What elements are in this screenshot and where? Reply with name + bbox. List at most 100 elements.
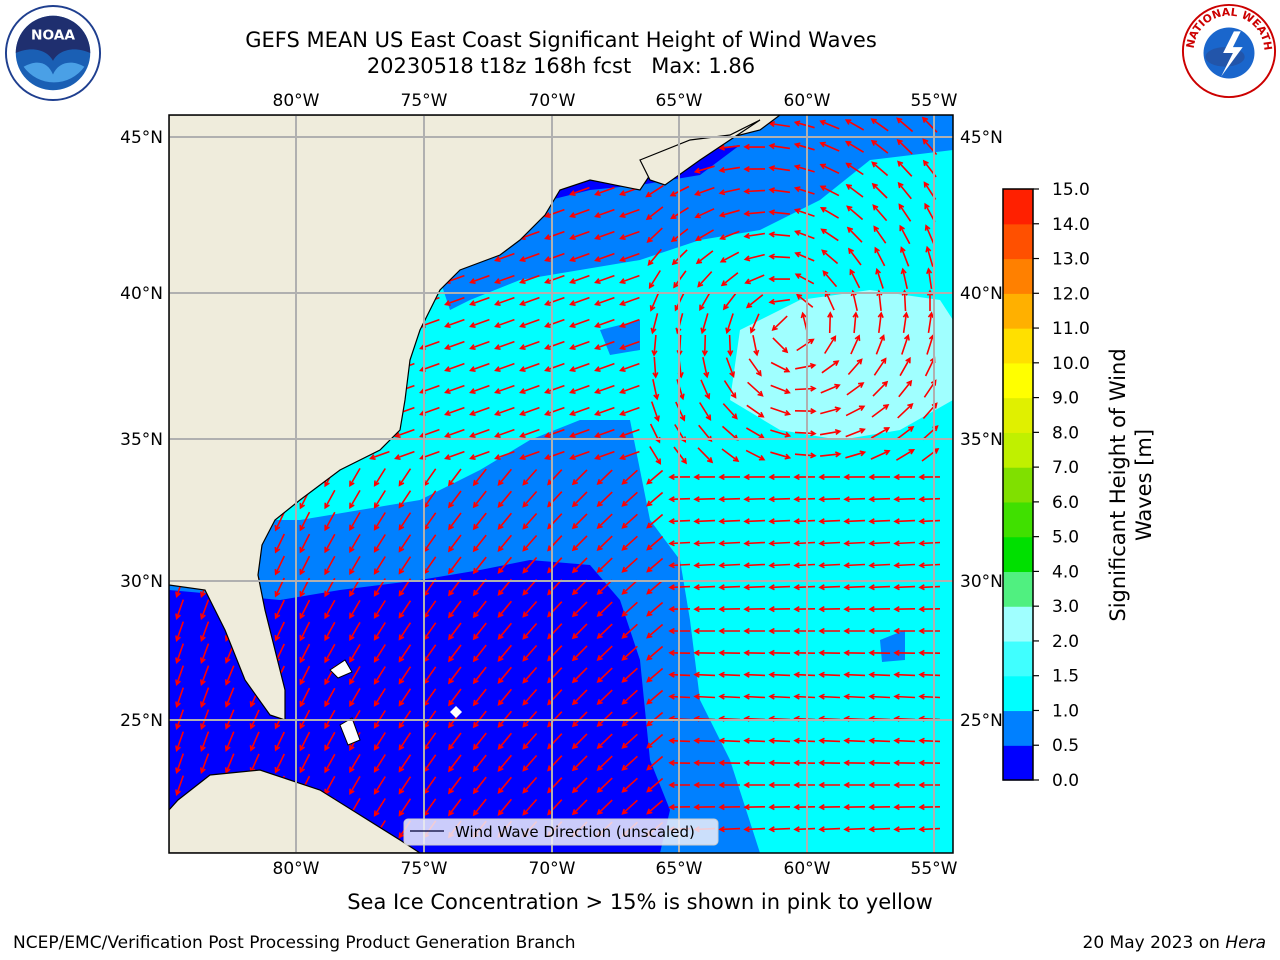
wave-direction-arrow — [349, 533, 361, 554]
wave-direction-arrow — [827, 311, 834, 334]
wave-direction-arrow — [818, 496, 841, 503]
wave-direction-arrow — [571, 513, 588, 530]
wave-direction-arrow — [274, 599, 286, 620]
wave-direction-arrow — [621, 469, 638, 485]
wave-direction-arrow — [918, 606, 941, 613]
wave-direction-arrow — [497, 798, 513, 817]
wave-direction-arrow — [519, 296, 540, 306]
wave-direction-arrow — [621, 535, 638, 551]
wave-direction-arrow — [695, 250, 714, 265]
wave-direction-arrow — [594, 274, 615, 284]
wave-direction-arrow — [469, 340, 490, 350]
wave-direction-arrow — [893, 562, 916, 569]
wave-direction-arrow — [893, 649, 916, 656]
footer-date-text: 20 May 2023 on — [1082, 933, 1226, 953]
wave-direction-arrow — [494, 406, 515, 416]
wave-direction-arrow — [719, 251, 740, 263]
wave-direction-arrow — [872, 380, 889, 397]
wave-direction-arrow — [448, 600, 462, 619]
wave-direction-arrow — [497, 732, 513, 751]
colorbar-segment — [1003, 258, 1033, 294]
wave-direction-arrow — [519, 340, 540, 350]
wave-direction-arrow — [718, 781, 740, 789]
wave-direction-arrow — [718, 496, 741, 503]
lon-label-bottom: 75°W — [401, 859, 448, 879]
noaa-logo: NOAA — [4, 4, 102, 102]
wave-direction-arrow — [522, 556, 538, 574]
wave-direction-arrow — [522, 468, 538, 486]
lon-label-bottom: 55°W — [911, 859, 958, 879]
lat-label-left: 25°N — [120, 711, 163, 731]
wave-direction-arrow — [469, 428, 490, 438]
wave-direction-arrow — [497, 688, 513, 707]
wave-direction-arrow — [571, 491, 588, 508]
wave-direction-arrow — [571, 579, 588, 596]
wave-direction-arrow — [702, 357, 710, 379]
wave-direction-arrow — [448, 754, 462, 773]
wave-direction-arrow — [718, 804, 741, 811]
wave-direction-arrow — [796, 338, 815, 352]
wave-direction-arrow — [843, 606, 866, 613]
wave-direction-arrow — [469, 384, 490, 394]
wave-direction-arrow — [472, 534, 487, 553]
wave-direction-arrow — [893, 540, 916, 547]
colorbar-segment — [1003, 640, 1033, 677]
wave-direction-arrow — [770, 384, 791, 395]
colorbar-tick-label: 1.0 — [1052, 701, 1079, 721]
wave-direction-arrow — [870, 118, 889, 132]
wave-direction-arrow — [398, 666, 412, 685]
wave-direction-arrow — [768, 562, 791, 569]
wave-direction-arrow — [619, 274, 640, 284]
wave-direction-arrow — [793, 208, 815, 217]
wave-direction-arrow — [924, 224, 935, 245]
wave-direction-arrow — [373, 490, 386, 509]
wave-direction-arrow — [621, 601, 638, 617]
wave-direction-arrow — [893, 759, 916, 766]
wave-direction-arrow — [868, 627, 890, 635]
wave-direction-arrow — [648, 270, 661, 289]
wave-direction-arrow — [444, 296, 465, 306]
wave-direction-arrow — [718, 188, 740, 196]
wave-direction-arrow — [646, 469, 664, 485]
colorbar-segment — [1003, 710, 1033, 746]
wave-direction-arrow — [820, 406, 842, 415]
wave-direction-arrow — [569, 186, 590, 196]
wave-direction-arrow — [700, 379, 711, 400]
wave-direction-arrow — [693, 606, 716, 613]
wave-direction-arrow — [596, 469, 613, 486]
legend-label: Wind Wave Direction (unscaled) — [455, 823, 695, 841]
wave-direction-arrow — [646, 227, 663, 244]
wave-direction-arrow — [596, 733, 613, 750]
wave-direction-arrow — [747, 381, 764, 397]
wave-direction-arrow — [918, 518, 941, 525]
wave-direction-arrow — [873, 225, 887, 244]
wave-direction-arrow — [868, 649, 891, 656]
wave-direction-arrow — [444, 384, 465, 394]
wave-direction-arrow — [896, 138, 913, 155]
wave-direction-arrow — [898, 203, 912, 222]
wave-direction-arrow — [619, 296, 640, 306]
wave-direction-arrow — [274, 621, 286, 642]
wave-direction-arrow — [621, 755, 638, 771]
wave-direction-arrow — [472, 490, 487, 509]
wave-direction-arrow — [522, 512, 538, 530]
wave-direction-arrow — [846, 226, 863, 243]
land-cuba — [169, 769, 422, 853]
wave-direction-arrow — [596, 491, 613, 508]
lon-label-bottom: 70°W — [529, 859, 576, 879]
wave-direction-arrow — [873, 357, 887, 376]
wave-direction-arrow — [373, 688, 386, 707]
colorbar-tick-label: 1.5 — [1052, 667, 1079, 687]
wave-direction-arrow — [918, 562, 941, 569]
wave-direction-arrow — [768, 671, 791, 678]
wave-direction-arrow — [849, 268, 861, 289]
wave-direction-arrow — [768, 165, 791, 172]
wave-direction-arrow — [819, 428, 842, 436]
colorbar-frame — [1002, 188, 1034, 781]
wave-zone-high-east — [730, 290, 953, 440]
wave-direction-arrow — [596, 645, 613, 662]
wave-direction-arrow — [324, 511, 336, 532]
wave-direction-arrow — [843, 693, 866, 700]
wave-direction-arrow — [845, 184, 864, 198]
wave-direction-arrow — [770, 429, 792, 438]
